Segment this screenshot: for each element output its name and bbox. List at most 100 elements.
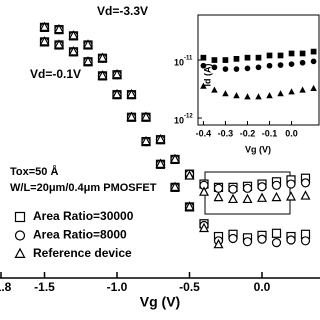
marker-square: [271, 228, 282, 238]
marker-circle: [244, 65, 251, 72]
marker-triangle: [54, 39, 64, 49]
marker-circle: [233, 66, 240, 72]
marker-circle: [222, 66, 229, 72]
marker-triangle: [170, 153, 180, 164]
marker-triangle: [184, 170, 195, 180]
x-tick-label: -1.0: [107, 280, 128, 294]
marker-triangle: [211, 86, 218, 93]
marker-triangle: [112, 68, 122, 79]
marker-circle: [200, 62, 207, 69]
marker-square: [222, 57, 229, 63]
inset-x-tick-label: -0.1: [262, 128, 278, 138]
legend-label: Area Ratio=30000: [33, 209, 134, 223]
annotation: Vd=-0.1V: [30, 67, 81, 81]
inset-x-tick-label: 0.0: [285, 128, 298, 138]
marker-triangle: [257, 192, 267, 202]
marker-circle: [266, 62, 273, 69]
marker-circle: [286, 179, 296, 189]
marker-triangle: [228, 193, 238, 204]
marker-circle: [242, 237, 253, 247]
marker-triangle: [213, 238, 224, 249]
inset-x-label: Vg (V): [245, 144, 271, 154]
inset-y-tick-label: 10: [174, 57, 184, 67]
marker-circle: [257, 234, 267, 244]
marker-square: [277, 52, 284, 59]
marker-triangle: [155, 158, 166, 168]
marker-square: [266, 52, 273, 59]
legend-marker: [14, 247, 26, 258]
marker-square: [200, 54, 207, 61]
marker-triangle: [242, 193, 253, 204]
marker-square: [288, 50, 295, 57]
marker-triangle: [68, 30, 79, 40]
marker-triangle: [266, 92, 273, 99]
legend-marker: [14, 230, 26, 241]
marker-circle: [257, 182, 267, 192]
marker-triangle: [170, 181, 180, 191]
marker-triangle: [126, 88, 137, 99]
marker-circle: [277, 62, 284, 68]
marker-circle: [288, 61, 295, 68]
legend-label: Area Ratio=8000: [33, 228, 127, 242]
marker-triangle: [222, 90, 229, 97]
marker-triangle: [155, 133, 166, 144]
marker-triangle: [255, 93, 262, 100]
marker-circle: [271, 237, 282, 248]
inset-x-tick-label: -0.4: [196, 128, 212, 138]
inset-y-label: Id (A): [202, 64, 212, 87]
x-axis-label: Vg (V): [140, 294, 180, 310]
marker-circle: [300, 178, 311, 188]
marker-triangle: [126, 111, 137, 121]
inset-x-tick-label: -0.3: [218, 128, 234, 138]
marker-circle: [228, 184, 238, 194]
marker-triangle: [141, 111, 151, 121]
annotation: Tox=50 Å: [10, 165, 58, 178]
marker-triangle: [299, 86, 306, 93]
marker-triangle: [184, 201, 195, 211]
legend-marker: [14, 211, 26, 223]
inset-y-tick-label: 10: [174, 115, 184, 125]
marker-triangle: [97, 52, 108, 62]
marker-square: [310, 48, 317, 55]
x-tick-label: -0.5: [179, 280, 200, 294]
marker-circle: [242, 183, 253, 193]
marker-triangle: [112, 88, 122, 99]
marker-square: [244, 54, 251, 61]
marker-triangle: [277, 90, 284, 97]
marker-circle: [286, 235, 296, 245]
marker-circle: [299, 59, 306, 66]
marker-triangle: [310, 84, 317, 92]
marker-square: [255, 54, 262, 61]
marker-circle: [228, 233, 238, 244]
marker-triangle: [300, 190, 311, 200]
x-tick-label: 0.0: [254, 280, 271, 294]
annotation: Vd=-3.3V: [97, 4, 148, 18]
marker-triangle: [199, 222, 209, 233]
marker-square: [211, 57, 218, 63]
marker-triangle: [233, 92, 240, 99]
x-tick-label: -1.5: [34, 280, 55, 294]
inset-y-tick-exponent: -11: [184, 56, 193, 62]
marker-triangle: [83, 39, 93, 49]
marker-triangle: [68, 46, 79, 56]
marker-triangle: [200, 82, 207, 89]
inset-y-tick-exponent: -12: [184, 114, 193, 120]
marker-triangle: [286, 191, 296, 201]
marker-circle: [255, 64, 262, 71]
marker-triangle: [199, 186, 209, 196]
x-tick-label: -1.8: [0, 280, 12, 294]
marker-circle: [271, 180, 282, 190]
marker-triangle: [244, 93, 251, 100]
inset-x-tick-label: -0.2: [240, 128, 256, 138]
marker-triangle: [271, 191, 282, 202]
marker-circle: [211, 64, 218, 71]
marker-triangle: [141, 135, 151, 146]
marker-triangle: [39, 36, 50, 46]
legend-label: Reference device: [33, 246, 132, 260]
marker-triangle: [39, 21, 50, 31]
marker-triangle: [97, 70, 108, 80]
marker-triangle: [83, 56, 93, 66]
annotation: W/L=20μm/0.4μm PMOSFET: [10, 182, 157, 194]
marker-circle: [213, 183, 224, 193]
